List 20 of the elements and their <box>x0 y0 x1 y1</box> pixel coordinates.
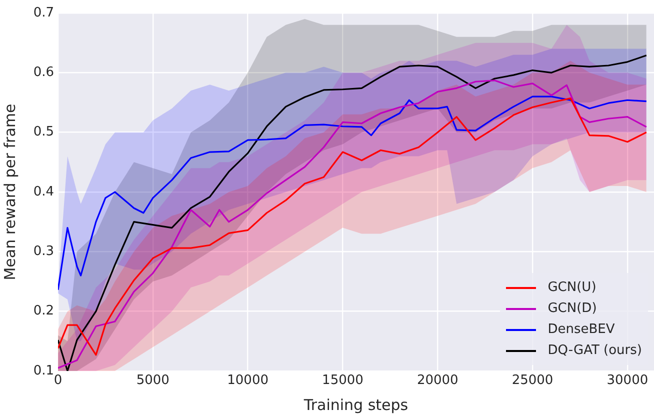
x-tick-label: 0 <box>54 373 62 388</box>
y-tick-label: 0.7 <box>33 5 54 20</box>
x-tick-label: 15000 <box>322 373 364 388</box>
legend-label: GCN(D) <box>548 301 597 316</box>
legend-label: GCN(U) <box>548 280 596 295</box>
y-axis-title: Mean reward per frame <box>0 104 19 280</box>
y-tick-label: 0.6 <box>33 65 54 80</box>
x-tick-label: 30000 <box>606 373 648 388</box>
x-tick-label: 5000 <box>136 373 170 388</box>
x-axis-title: Training steps <box>302 396 408 414</box>
y-tick-label: 0.2 <box>33 304 54 319</box>
legend-label: DenseBEV <box>548 322 615 337</box>
legend-label: DQ-GAT (ours) <box>548 343 642 358</box>
y-tick-label: 0.4 <box>33 184 54 200</box>
y-tick-label: 0.5 <box>33 124 54 140</box>
y-tick-label: 0.1 <box>33 363 54 378</box>
x-tick-label: 20000 <box>416 373 458 388</box>
x-tick-label: 25000 <box>512 373 554 388</box>
x-tick-label: 10000 <box>227 373 268 388</box>
y-tick-label: 0.3 <box>33 244 54 260</box>
